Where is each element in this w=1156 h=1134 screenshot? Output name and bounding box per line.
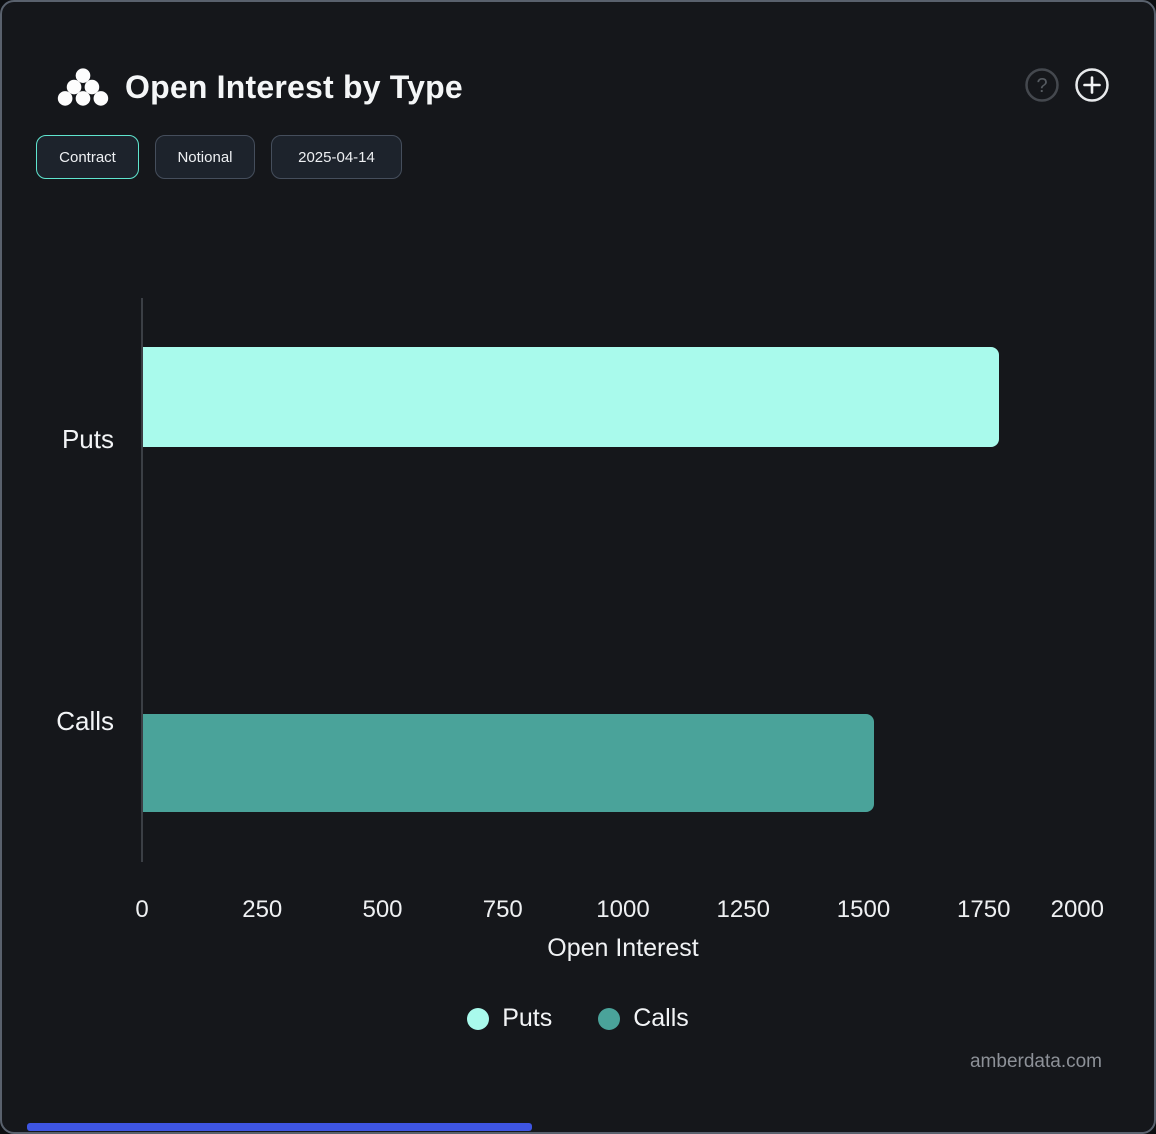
x-tick-label: 1250 — [716, 896, 770, 923]
add-icon[interactable] — [1074, 67, 1110, 103]
contract-button[interactable]: Contract — [36, 135, 139, 179]
notional-button[interactable]: Notional — [155, 135, 255, 179]
toolbar: Contract Notional 2025-04-14 — [36, 135, 402, 179]
page-title: Open Interest by Type — [125, 68, 463, 105]
legend-item-puts[interactable]: Puts — [467, 1004, 552, 1033]
x-axis-title: Open Interest — [547, 934, 699, 962]
header-actions: ? — [1024, 67, 1110, 103]
legend-label: Calls — [633, 1004, 689, 1032]
chart-legend: Puts Calls — [2, 1004, 1154, 1033]
x-tick-label: 1750 — [957, 896, 1011, 923]
amberdata-watermark: amberdata.com — [969, 1051, 1102, 1072]
amberdata-logo-icon — [57, 68, 109, 106]
bottom-accent-bar — [27, 1123, 532, 1131]
x-tick-label: 500 — [362, 896, 403, 923]
x-tick-label: 2000 — [1050, 896, 1104, 923]
x-tick-label: 1000 — [596, 896, 650, 923]
category-label-calls: Calls — [56, 706, 114, 736]
legend-item-calls[interactable]: Calls — [598, 1004, 689, 1033]
bar-puts[interactable] — [143, 347, 999, 447]
y-axis-line — [141, 298, 143, 862]
bar-calls[interactable] — [143, 714, 874, 812]
svg-text:?: ? — [1036, 75, 1047, 97]
category-label-puts: Puts — [61, 424, 114, 454]
x-tick-label: 1500 — [836, 896, 891, 923]
legend-label: Puts — [502, 1004, 553, 1032]
x-tick-label: 0 — [135, 896, 149, 923]
date-button[interactable]: 2025-04-14 — [271, 135, 402, 179]
calls-swatch-icon — [598, 1007, 621, 1030]
x-tick-label: 750 — [482, 896, 523, 923]
widget-header: Open Interest by Type — [57, 64, 463, 110]
x-tick-label: 250 — [242, 896, 283, 923]
help-icon[interactable]: ? — [1024, 67, 1060, 103]
puts-swatch-icon — [467, 1007, 490, 1030]
